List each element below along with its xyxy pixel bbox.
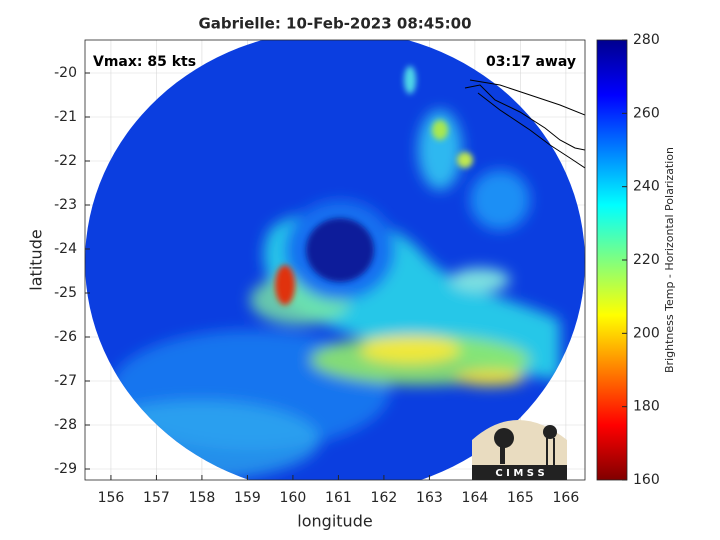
x-tick-label: 163 (416, 490, 443, 506)
y-tick-label: -29 (54, 461, 77, 477)
colorbar-tick-label: 240 (633, 179, 660, 195)
y-tick-label: -27 (54, 373, 77, 389)
colorbar-tick-label: 260 (633, 105, 660, 121)
y-tick-label: -26 (54, 329, 77, 345)
x-tick-label: 161 (325, 490, 352, 506)
colorbar-tick-label: 160 (633, 472, 660, 488)
chart-title: Gabrielle: 10-Feb-2023 08:45:00 (198, 15, 471, 33)
plot-frame (84, 39, 586, 481)
y-tick-label: -23 (54, 197, 77, 213)
x-axis-label: longitude (297, 512, 372, 531)
satellite-image: C I M S S (85, 40, 585, 480)
x-tick-label: 156 (98, 490, 125, 506)
y-tick-label: -22 (54, 153, 77, 169)
logo-text: C I M S S (495, 468, 544, 479)
x-tick-label: 165 (507, 490, 534, 506)
x-tick-label: 158 (189, 490, 216, 506)
colorbar-tick-label: 220 (633, 252, 660, 268)
y-tick-label: -28 (54, 417, 77, 433)
annotation: 03:17 away (486, 54, 576, 70)
annotation: Vmax: 85 kts (93, 54, 196, 70)
x-tick-label: 164 (462, 490, 489, 506)
y-axis-label: latitude (27, 229, 46, 290)
x-tick-label: 162 (371, 490, 398, 506)
colorbar-tick-label: 280 (633, 32, 660, 48)
x-tick-label: 160 (280, 490, 307, 506)
colorbar-tick-label: 200 (633, 325, 660, 341)
x-tick-label: 159 (234, 490, 261, 506)
colorbar-tick-label: 180 (633, 399, 660, 415)
x-tick-label: 166 (553, 490, 580, 506)
y-tick-label: -24 (54, 241, 77, 257)
y-tick-label: -20 (54, 65, 77, 81)
x-tick-label: 157 (143, 490, 170, 506)
y-tick-label: -25 (54, 285, 77, 301)
y-tick-label: -21 (54, 109, 77, 125)
colorbar-label: Brightness Temp - Horizontal Polarizatio… (663, 147, 676, 373)
